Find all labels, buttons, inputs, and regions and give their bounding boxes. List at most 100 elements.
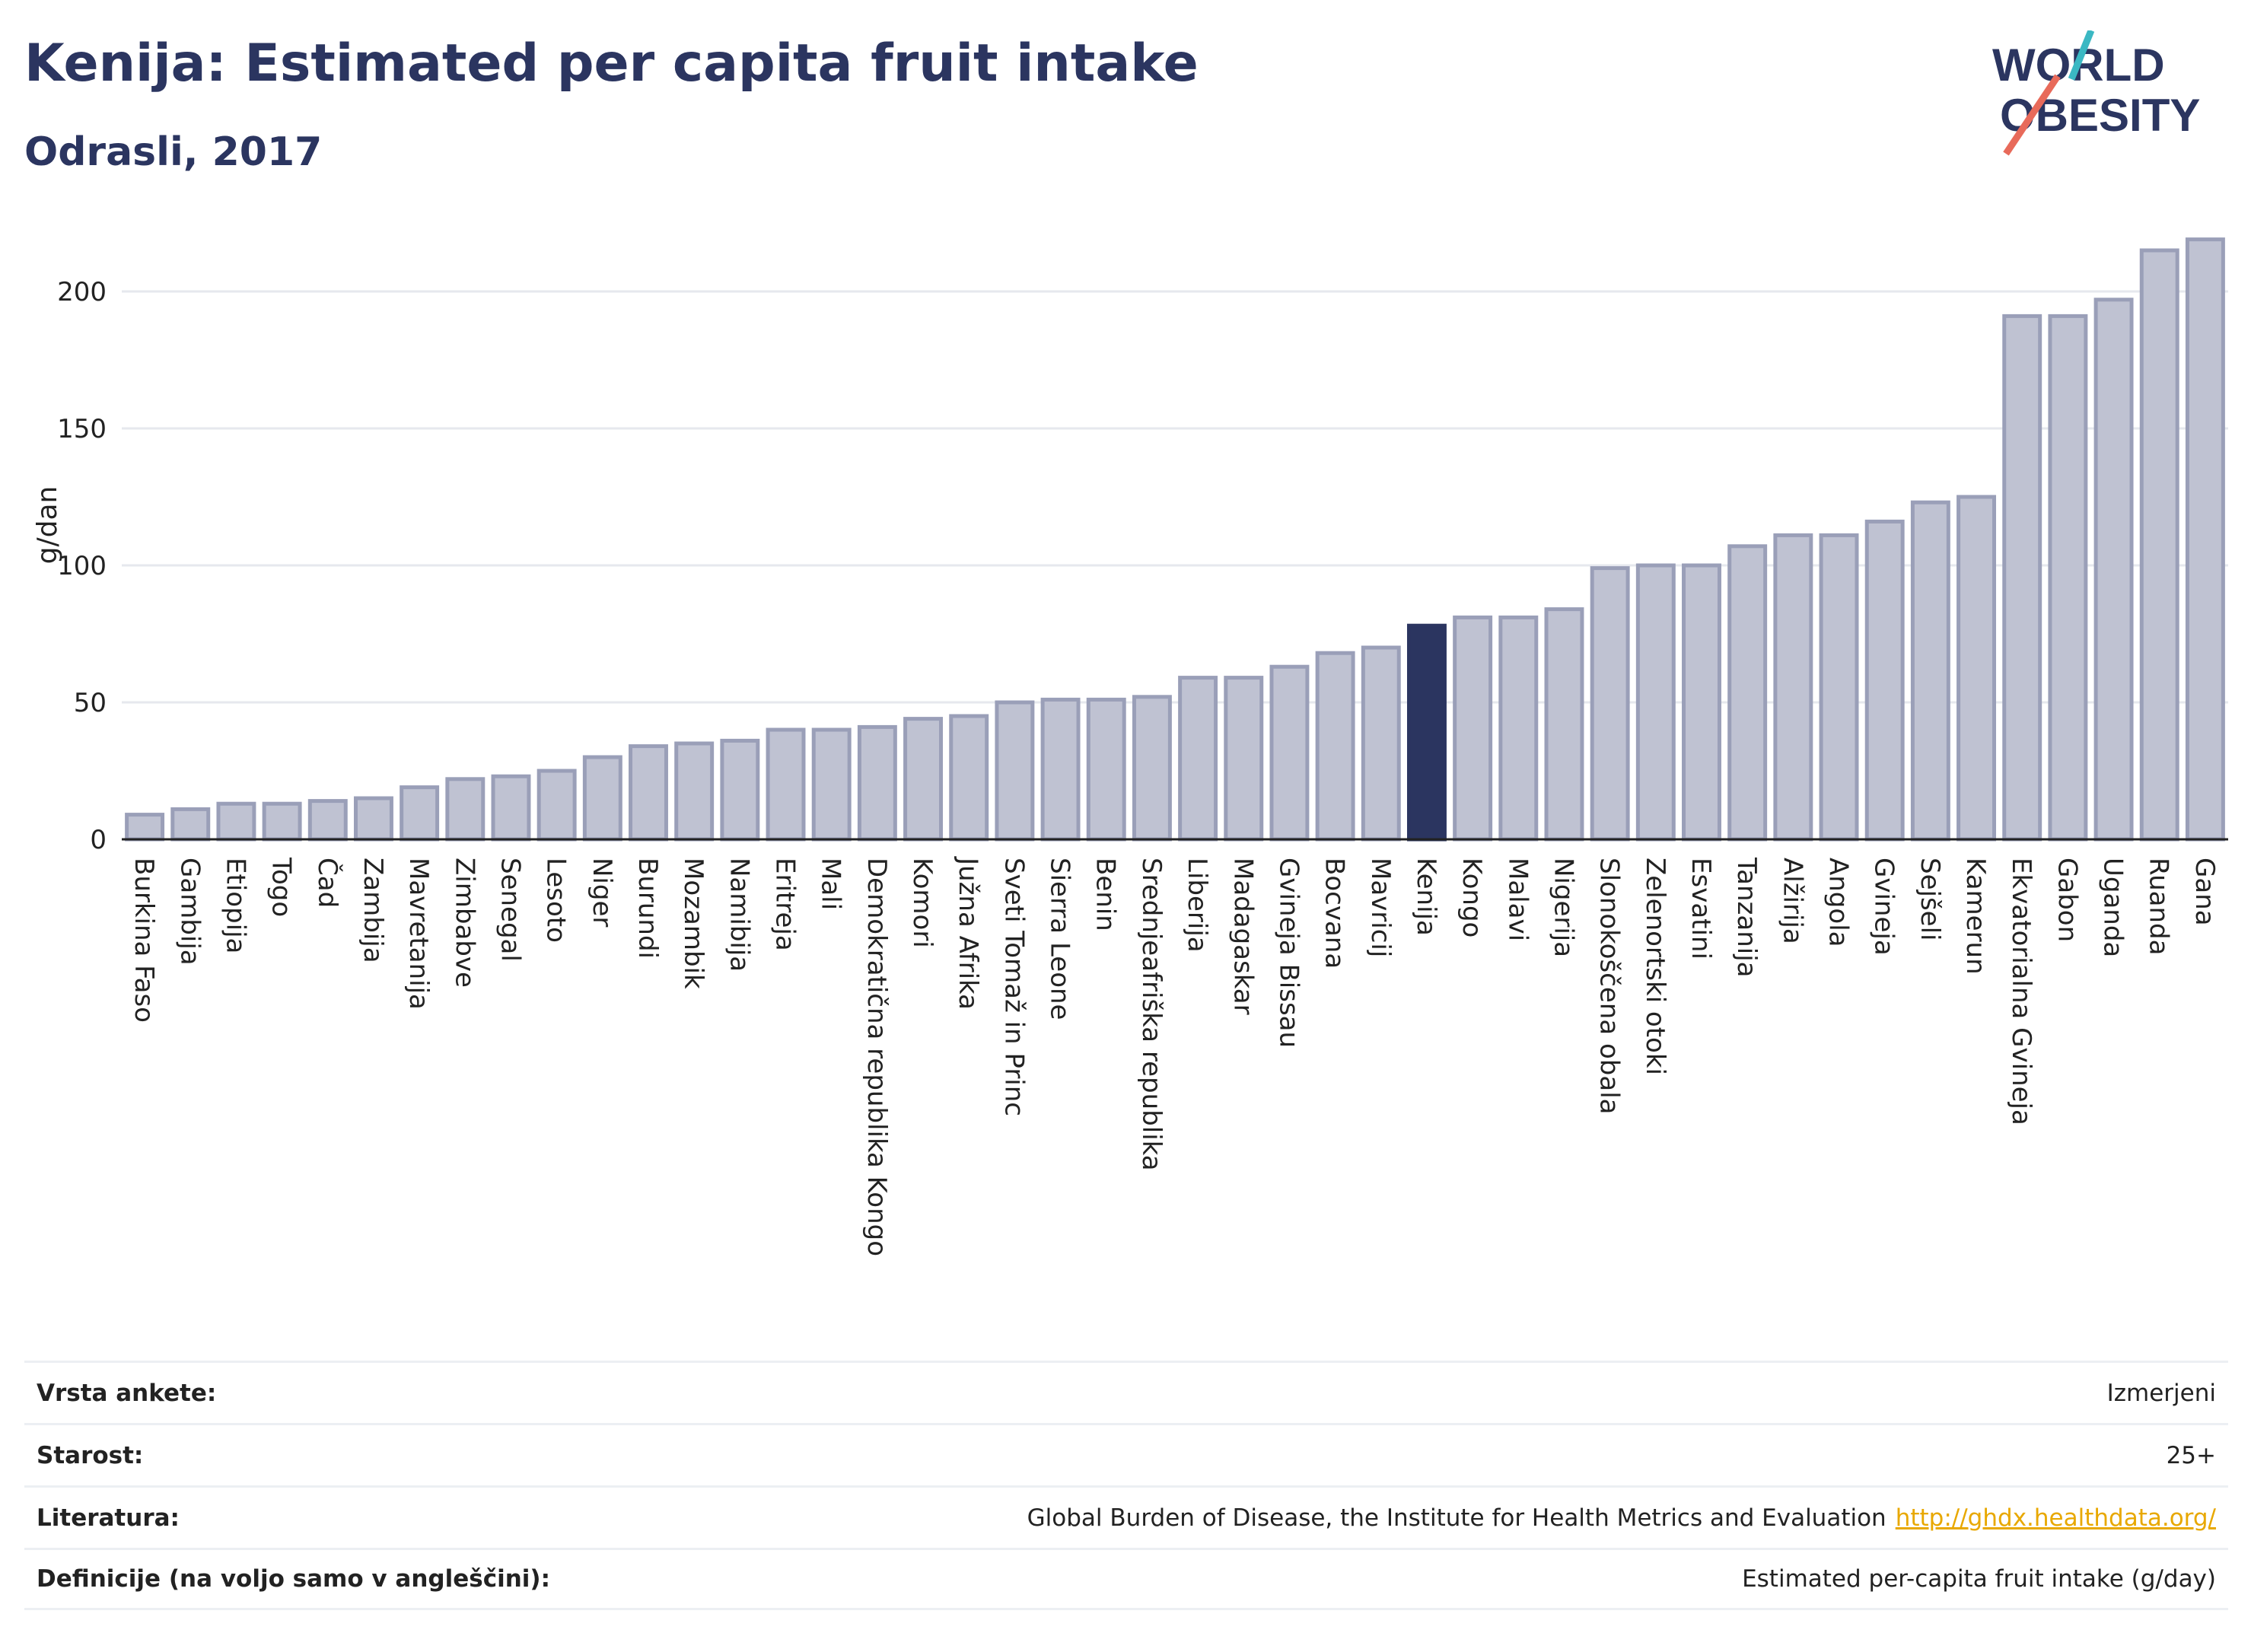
metadata-table: Vrsta ankete: Izmerjeni Starost: 25+ Literat… <box>24 1361 2228 1610</box>
metadata-value: Global Burden of Disease, the Institute … <box>1027 1504 2216 1532</box>
metadata-label: Literatura: <box>37 1504 180 1532</box>
x-tick-label: Alžirija <box>1777 858 1807 944</box>
metadata-value-text: 25+ <box>2166 1441 2216 1469</box>
x-tick-label: Mavricij <box>1365 858 1396 957</box>
page-subtitle: Odrasli, 2017 <box>24 129 323 175</box>
x-tick-label: Zimbabve <box>449 858 479 988</box>
x-tick-label: Sierra Leone <box>1045 858 1075 1020</box>
bar <box>1269 664 1310 842</box>
bar <box>536 769 577 842</box>
bar <box>491 774 531 842</box>
x-tick-label: Ruanda <box>2144 858 2174 955</box>
bar <box>262 801 302 842</box>
y-axis-label: g/dan <box>32 486 63 565</box>
metadata-value: 25+ <box>2167 1442 2216 1469</box>
x-tick-label: Eritreja <box>770 858 801 951</box>
bar <box>1819 533 1859 842</box>
y-tick-label: 0 <box>90 825 107 855</box>
x-tick-label: Uganda <box>2098 858 2128 957</box>
bar <box>2002 314 2042 842</box>
bar <box>766 727 806 842</box>
bar <box>1773 533 1813 842</box>
metadata-row: Definicije (na voljo samo v angleščini):… <box>24 1548 2228 1610</box>
bar <box>811 727 852 842</box>
x-tick-label: Burundi <box>632 858 663 959</box>
bar <box>1040 697 1081 842</box>
x-tick-label: Nigerija <box>1548 858 1578 957</box>
x-tick-label: Benin <box>1090 858 1121 931</box>
x-tick-label: Namibija <box>724 858 754 972</box>
x-tick-label: Kenija <box>1411 858 1441 936</box>
x-tick-label: Angola <box>1823 858 1854 947</box>
metadata-value-text: Global Burden of Disease, the Institute … <box>1027 1504 1886 1532</box>
metadata-row: Literatura: Global Burden of Disease, the… <box>24 1485 2228 1548</box>
bar <box>582 755 622 842</box>
x-tick-label: Madagaskar <box>1227 858 1258 1015</box>
bar <box>1590 566 1630 842</box>
bar <box>400 785 440 842</box>
metadata-label: Definicije (na voljo samo v angleščini): <box>37 1565 550 1593</box>
x-tick-label: Senegal <box>495 858 525 962</box>
metadata-value-text: Izmerjeni <box>2106 1379 2216 1407</box>
x-tick-label: Kongo <box>1457 858 1487 937</box>
x-tick-label: Gabon <box>2052 858 2082 942</box>
world-obesity-logo: WORLD OBESITY <box>1992 30 2200 156</box>
x-tick-label: Kamerun <box>1960 858 1991 975</box>
bar <box>445 777 486 842</box>
x-tick-label: Tanzanija <box>1731 857 1762 977</box>
bar <box>1910 500 1950 842</box>
y-tick-label: 50 <box>74 688 107 718</box>
x-tick-label: Srednjeafriška republika <box>1136 858 1167 1171</box>
metadata-label: Starost: <box>37 1441 144 1469</box>
bar <box>216 801 256 842</box>
bar <box>1132 695 1172 842</box>
x-tick-label: Togo <box>266 857 297 917</box>
x-tick-label: Gvineja <box>1869 858 1899 956</box>
x-tick-label: Esvatini <box>1686 858 1716 960</box>
x-tick-label: Sejšeli <box>1915 858 1945 941</box>
metadata-value-text: Estimated per-capita fruit intake (g/day… <box>1742 1565 2216 1593</box>
x-tick-label: Čad <box>312 858 343 908</box>
bar <box>2048 314 2088 842</box>
source-link[interactable]: http://ghdx.healthdata.org/ <box>1895 1504 2216 1532</box>
x-tick-label: Etiopija <box>220 858 250 953</box>
bar <box>1224 676 1264 842</box>
bar-highlighted <box>1406 623 1447 842</box>
bar <box>1727 544 1768 842</box>
metadata-row: Vrsta ankete: Izmerjeni <box>24 1361 2228 1423</box>
logo-slash-coral <box>2003 74 2061 156</box>
bar-chart: 0 50 100 150 200 g/dan Burkina Faso Gambija Etio… <box>32 237 2228 1256</box>
x-tick-label: Zambija <box>358 858 388 963</box>
y-tick-label: 200 <box>57 277 107 307</box>
bar <box>1453 615 1493 842</box>
x-tick-label: Bocvana <box>1320 858 1350 969</box>
y-tick-label: 150 <box>57 414 107 444</box>
x-tick-label: Sveti Tomaž in Princ <box>998 858 1029 1116</box>
page-title: Kenija: Estimated per capita fruit intak… <box>24 33 1199 94</box>
metadata-row: Starost: 25+ <box>24 1423 2228 1485</box>
x-tick-label: Ekvatorialna Gvineja <box>2006 858 2036 1125</box>
x-tick-label: Gambija <box>174 858 205 966</box>
bar <box>1864 519 1905 842</box>
x-tick-label: Niger <box>587 858 617 927</box>
x-tick-label: Malavi <box>1502 858 1533 941</box>
bar <box>1315 651 1355 842</box>
bar <box>1635 563 1676 842</box>
x-tick-label: Mavretanija <box>403 858 434 1010</box>
metadata-value: Izmerjeni <box>2107 1380 2216 1407</box>
bar <box>720 738 760 842</box>
bar <box>353 796 393 842</box>
bar <box>307 799 348 842</box>
y-tick-label: 100 <box>57 551 107 581</box>
x-tick-label: Liberija <box>1182 858 1212 953</box>
x-tick-label: Mali <box>816 858 846 910</box>
x-tick-label: Komori <box>907 858 938 948</box>
x-tick-label: Demokratična republika Kongo <box>861 858 892 1256</box>
bar <box>1178 676 1218 842</box>
bar <box>2093 298 2134 842</box>
bar <box>125 813 165 842</box>
bar <box>2139 248 2179 842</box>
bar <box>1956 495 1997 842</box>
bar <box>1544 607 1584 842</box>
x-tick-label: Lesoto <box>541 858 572 943</box>
